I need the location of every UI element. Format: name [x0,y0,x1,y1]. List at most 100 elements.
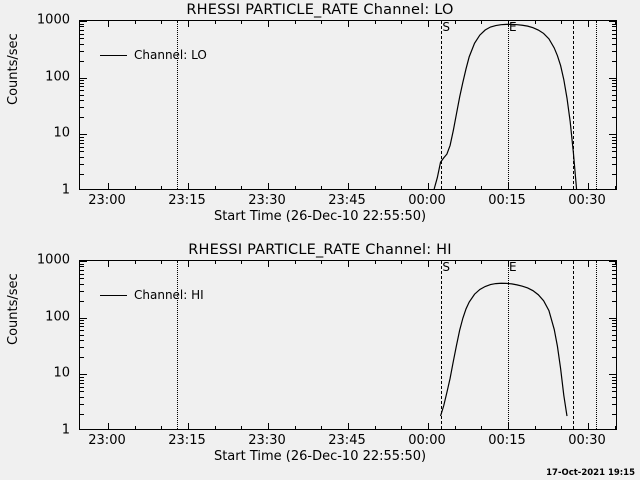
x-major-tick [348,21,349,27]
panel-title-hi: RHESSI PARTICLE_RATE Channel: HI [188,242,452,258]
x-minor-tick [161,261,163,264]
y-minor-tick [612,50,616,52]
y-minor-tick [612,29,616,31]
y-minor-tick [80,50,84,52]
x-minor-tick [294,21,296,24]
marker-line-bound [596,261,598,429]
y-minor-tick [612,383,616,385]
x-minor-tick [561,426,563,429]
y-minor-tick [80,273,84,275]
y-minor-tick [80,139,84,141]
y-axis-tick-labels-lo: 1 10 100 1000 [0,13,76,198]
x-minor-tick [401,261,403,264]
x-minor-tick [294,261,296,264]
y-minor-tick [80,334,84,336]
y-minor-tick [80,86,84,88]
y-minor-tick [80,80,84,82]
x-major-tick [588,21,589,27]
x-minor-tick [374,261,376,264]
y-minor-tick [612,90,616,92]
y-minor-tick [612,100,616,102]
y-minor-tick [80,163,84,165]
x-tick-label: 00:15 [488,433,526,448]
y-major-tick [80,374,87,376]
y-minor-tick [80,136,84,138]
x-major-tick [588,183,589,189]
y-minor-tick [612,163,616,165]
x-major-tick [188,261,189,267]
y-minor-tick [80,156,84,158]
y-minor-tick [80,29,84,31]
x-major-tick [108,21,109,27]
y-tick-label: 10 [53,365,70,381]
legend-label-lo: Channel: LO [134,48,207,62]
x-minor-tick [241,261,243,264]
y-minor-tick [612,156,616,158]
x-tick-label: 00:30 [568,193,606,208]
y-major-tick [80,261,87,262]
y-minor-tick [80,143,84,145]
x-major-tick [268,183,269,189]
y-minor-tick [80,100,84,102]
x-major-tick [588,423,589,429]
y-minor-tick [80,278,84,280]
x-axis-title-lo: Start Time (26-Dec-10 22:55:50) [213,209,427,224]
y-minor-tick [612,38,616,40]
y-tick-label: 10 [53,125,70,141]
y-minor-tick [80,23,84,25]
x-axis-title-hi: Start Time (26-Dec-10 22:55:50) [213,449,427,464]
y-minor-tick [80,290,84,292]
x-minor-tick [294,426,296,429]
y-minor-tick [612,323,616,325]
y-minor-tick [80,386,84,388]
y-minor-tick [612,273,616,275]
x-major-tick [268,423,269,429]
x-tick-label: 23:45 [328,193,366,208]
x-major-tick [428,423,429,429]
plot-panel-hi: RHESSI PARTICLE_RATE Channel: HI Counts/… [0,240,640,480]
x-minor-tick [214,426,216,429]
x-major-tick [428,183,429,189]
x-axis-tick-labels-lo: 23:00 23:15 23:30 23:45 00:00 00:15 00:30 [79,193,617,209]
legend-line-sample-hi [100,294,127,296]
y-minor-tick [80,376,84,378]
legend-hi: Channel: HI [100,288,204,302]
y-minor-tick [612,334,616,336]
x-major-tick [268,261,269,267]
y-tick-label: 1 [61,182,70,198]
x-major-tick [268,21,269,27]
x-major-tick [428,21,429,27]
y-minor-tick [80,403,84,405]
x-axis-tick-labels-hi: 23:00 23:15 23:30 23:45 00:00 00:15 00:30 [79,433,617,449]
y-minor-tick [612,391,616,393]
x-minor-tick [454,21,456,24]
x-minor-tick [374,426,376,429]
y-axis-tick-labels-hi: 1 10 100 1000 [0,253,76,438]
y-minor-tick [612,146,616,148]
y-minor-tick [612,107,616,109]
y-minor-tick [612,80,616,82]
x-minor-tick [134,261,136,264]
y-major-tick [609,374,616,376]
y-minor-tick [612,33,616,35]
x-tick-label: 00:30 [568,433,606,448]
y-minor-tick [612,403,616,405]
y-minor-tick [80,323,84,325]
marker-line-bound [596,21,598,189]
y-major-tick [80,317,87,319]
y-minor-tick [612,26,616,28]
y-minor-tick [612,290,616,292]
y-minor-tick [80,396,84,398]
y-minor-tick [80,383,84,385]
y-tick-label: 100 [45,309,70,325]
x-minor-tick [401,426,403,429]
x-minor-tick [134,21,136,24]
y-minor-tick [80,43,84,45]
y-minor-tick [80,326,84,328]
panel-title-lo: RHESSI PARTICLE_RATE Channel: LO [186,2,454,18]
y-minor-tick [612,379,616,381]
x-minor-tick [534,21,536,24]
y-tick-label: 100 [45,69,70,85]
y-minor-tick [612,357,616,359]
x-minor-tick [321,261,323,264]
